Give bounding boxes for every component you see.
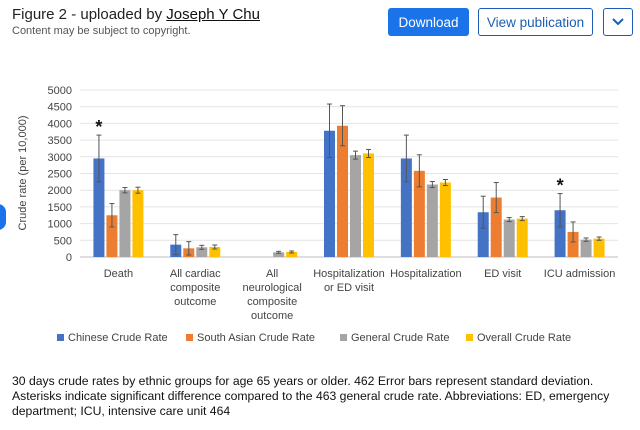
bar (490, 197, 502, 257)
y-tick-label: 3000 (48, 152, 72, 164)
x-category-label: ICU admission (544, 268, 616, 280)
more-options-button[interactable] (603, 8, 633, 36)
x-category-label: All cardiac composite outcome (170, 268, 221, 308)
y-tick-label: 4500 (48, 102, 72, 114)
bar (337, 125, 348, 257)
bar (516, 218, 528, 257)
bar (273, 252, 285, 257)
figure-header: Figure 2 - uploaded by Joseph Y Chu Cont… (12, 6, 260, 37)
legend-label: Chinese Crude Rate (68, 332, 168, 344)
y-tick-label: 2500 (48, 169, 72, 181)
y-tick-label: 1500 (48, 202, 72, 214)
bar (503, 219, 515, 257)
legend-swatch (340, 334, 347, 341)
chevron-down-icon (612, 18, 624, 26)
bar (413, 170, 425, 257)
bar (93, 158, 105, 257)
bar (554, 210, 566, 257)
legend-swatch (466, 334, 473, 341)
y-tick-label: 0 (66, 252, 72, 264)
bar (426, 184, 438, 257)
bar (400, 158, 412, 257)
figure-title-prefix: Figure 2 - uploaded by (12, 6, 163, 23)
bar (209, 246, 221, 257)
bar (593, 238, 605, 257)
legend-label: General Crude Rate (351, 332, 449, 344)
bar-chart: 0 500 1000 1500 2000 2500 3000 3500 4000 4500 5000… (17, 85, 618, 344)
significance-asterisk: * (557, 176, 564, 196)
bar (119, 190, 131, 257)
bar (580, 239, 592, 257)
significance-asterisk: * (95, 117, 102, 137)
x-category-label: ED visit (484, 268, 521, 280)
y-tick-label: 500 (54, 235, 72, 247)
bar (106, 215, 118, 257)
y-axis-label: Crude rate (per 10,000) (17, 116, 29, 231)
bar (363, 153, 374, 257)
bar (324, 130, 335, 257)
bar (439, 182, 451, 257)
legend-swatch (57, 334, 64, 341)
copyright-notice: Content may be subject to copyright. (12, 25, 191, 37)
download-button[interactable]: Download (388, 8, 469, 36)
y-tick-label: 4000 (48, 118, 72, 130)
bar (132, 190, 144, 257)
x-category-label: Death (104, 268, 133, 280)
legend-swatch (186, 334, 193, 341)
figure-title: Figure 2 - uploaded by Joseph Y Chu (12, 6, 260, 23)
legend-label: Overall Crude Rate (477, 332, 571, 344)
bar (350, 155, 361, 257)
bar (567, 231, 579, 257)
legend-label: South Asian Crude Rate (197, 332, 315, 344)
y-tick-label: 5000 (48, 85, 72, 97)
y-tick-label: 3500 (48, 135, 72, 147)
x-category-label: Hospitalization (390, 268, 462, 280)
y-tick-label: 1000 (48, 219, 72, 231)
view-publication-button[interactable]: View publication (478, 8, 593, 36)
figure-caption: 30 days crude rates by ethnic groups for… (12, 374, 610, 418)
y-tick-label: 2000 (48, 185, 72, 197)
bar (286, 251, 298, 257)
previous-figure-handle[interactable] (0, 204, 6, 230)
bar (477, 212, 489, 257)
x-category-label: All neurological composite outcome (242, 268, 301, 322)
bar (196, 247, 208, 257)
author-link[interactable]: Joseph Y Chu (166, 6, 260, 23)
x-category-label: Hospitalization or ED visit (313, 268, 385, 294)
